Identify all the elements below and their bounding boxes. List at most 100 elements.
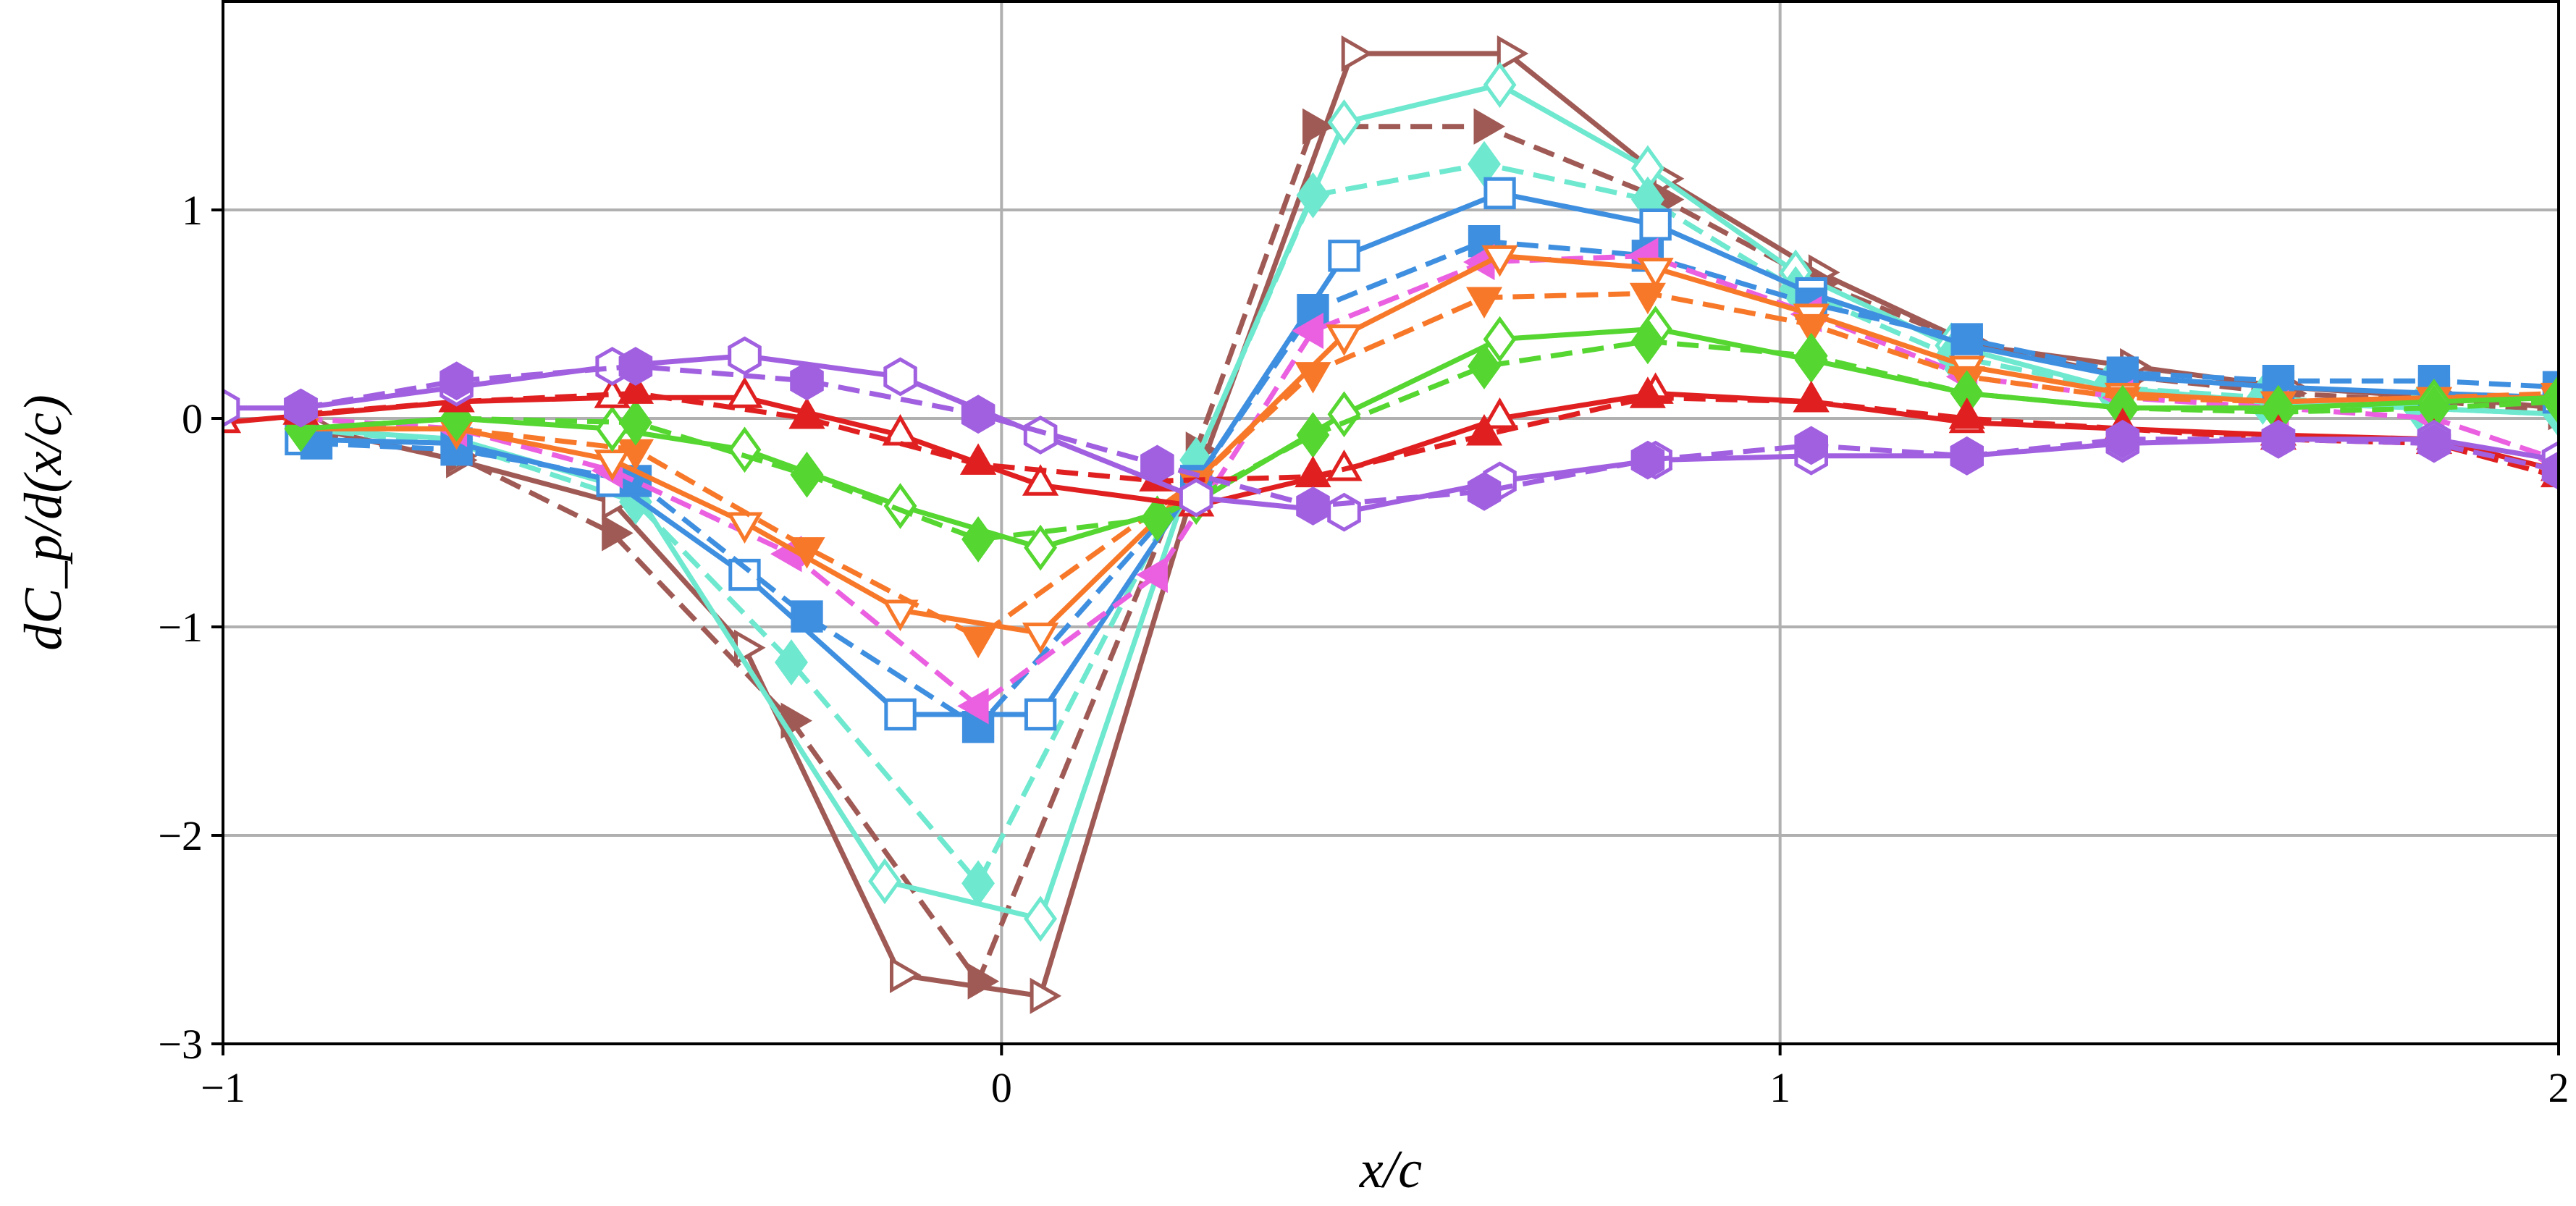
y-axis-label: dC_p/d(x/c) (14, 395, 73, 650)
axis-ticks: −1 0 1 2 −3 −2 −1 0 1 (158, 187, 2569, 1111)
series-9-point (1483, 316, 1517, 363)
series-12-point (1629, 376, 1666, 408)
series-8-point (788, 537, 825, 569)
series-11-point (1481, 397, 1518, 429)
plot-frame-rect (222, 0, 2560, 1045)
series-9-point (883, 483, 917, 529)
series-7-point (1326, 324, 1363, 356)
x-tick-label: 2 (2548, 1064, 2569, 1111)
series-13-point (1023, 416, 1058, 455)
series-10-point (961, 516, 995, 562)
series-1-point (967, 963, 1000, 1000)
series-11-point (1022, 464, 1059, 496)
series-1-point (602, 515, 634, 552)
series-9-point (1327, 391, 1361, 438)
series-14-point (1296, 486, 1330, 526)
series-6-point (957, 688, 989, 725)
series-14-point (2417, 423, 2451, 463)
series-0-point (1341, 35, 1373, 72)
plot-frame (222, 0, 2560, 1045)
series-1-point (1302, 108, 1334, 145)
series-0 (306, 35, 2559, 1014)
y-tick-label: 0 (182, 395, 203, 442)
series-0-point (890, 956, 922, 994)
series-line-7 (300, 253, 2559, 636)
series-8-point (1793, 313, 1830, 346)
series-2-point (1327, 99, 1361, 146)
series-10-point (1630, 318, 1664, 365)
series-4-point (1639, 208, 1672, 241)
series-line-14 (300, 363, 2559, 509)
series-10-point (619, 399, 652, 446)
series-12-point (1465, 413, 1503, 446)
series-14-point (790, 361, 824, 401)
series-2-point (1483, 62, 1517, 109)
series-13-point (728, 336, 762, 376)
series-3-point (1296, 172, 1330, 219)
series-4-point (1024, 698, 1057, 731)
series-0-point (1497, 35, 1529, 72)
series-14-point (2105, 419, 2140, 459)
series-10-point (1468, 343, 1501, 389)
series-line-0 (316, 51, 2559, 999)
series-8-point (1295, 362, 1331, 394)
series-14-point (1140, 444, 1174, 484)
series-line-4 (300, 190, 2559, 717)
y-tick-label: −2 (158, 812, 203, 859)
series-10-point (790, 451, 824, 498)
series-13-point (1179, 478, 1213, 518)
series-7-point (1481, 245, 1518, 277)
series-4-point (728, 558, 761, 591)
y-tick-label: −1 (158, 604, 203, 651)
series-8-point (1629, 282, 1666, 315)
series-10-point (1794, 332, 1828, 379)
y-tick-label: −3 (158, 1021, 203, 1068)
series-14-point (2261, 419, 2296, 459)
series-12-point (788, 397, 825, 429)
series-line-5 (316, 238, 2559, 730)
series-2-point (868, 858, 901, 905)
series-9-point (1024, 524, 1058, 571)
x-axis-label: x/c (1359, 1140, 1422, 1199)
grid (223, 1, 2559, 1044)
series-line-1 (316, 124, 2559, 984)
series-12-point (617, 372, 654, 404)
series-14-point (1794, 426, 1828, 465)
series-6-point (1136, 556, 1168, 594)
series-14-point (2541, 451, 2559, 490)
series-line-3 (300, 161, 2559, 886)
series-5-point (791, 600, 823, 633)
series-13-point (223, 388, 240, 428)
series-12-point (1295, 455, 1331, 488)
series-4-point (884, 698, 917, 731)
series-3-point (775, 639, 808, 686)
series-1-point (1473, 108, 1505, 145)
series-14 (284, 347, 2559, 526)
series-11-point (726, 376, 763, 408)
series-3-point (961, 860, 995, 907)
x-tick-label: 1 (1769, 1064, 1790, 1111)
series-12-point (959, 443, 997, 475)
series-10-point (1296, 412, 1330, 458)
series-14-point (284, 388, 318, 428)
series-13-point (883, 357, 917, 397)
series-13-point (1327, 492, 1361, 532)
series-10-point (1140, 495, 1174, 542)
series-2-point (1024, 895, 1058, 943)
series-12-point (1948, 397, 1985, 429)
series-10-point (2542, 379, 2559, 425)
x-tick-label: −1 (201, 1064, 245, 1111)
series-4-point (1328, 240, 1360, 272)
series-14-point (439, 361, 473, 401)
y-tick-label: 1 (182, 187, 203, 234)
series-1 (306, 108, 2559, 1000)
series-7-point (882, 599, 919, 632)
series-line-10 (300, 338, 2559, 542)
series-14-point (618, 347, 653, 386)
series-7-point (1022, 623, 1059, 654)
series-14-point (1467, 471, 1502, 511)
series-6-point (1292, 312, 1323, 350)
x-tick-label: 0 (991, 1064, 1012, 1111)
series-5-point (1950, 323, 1983, 355)
